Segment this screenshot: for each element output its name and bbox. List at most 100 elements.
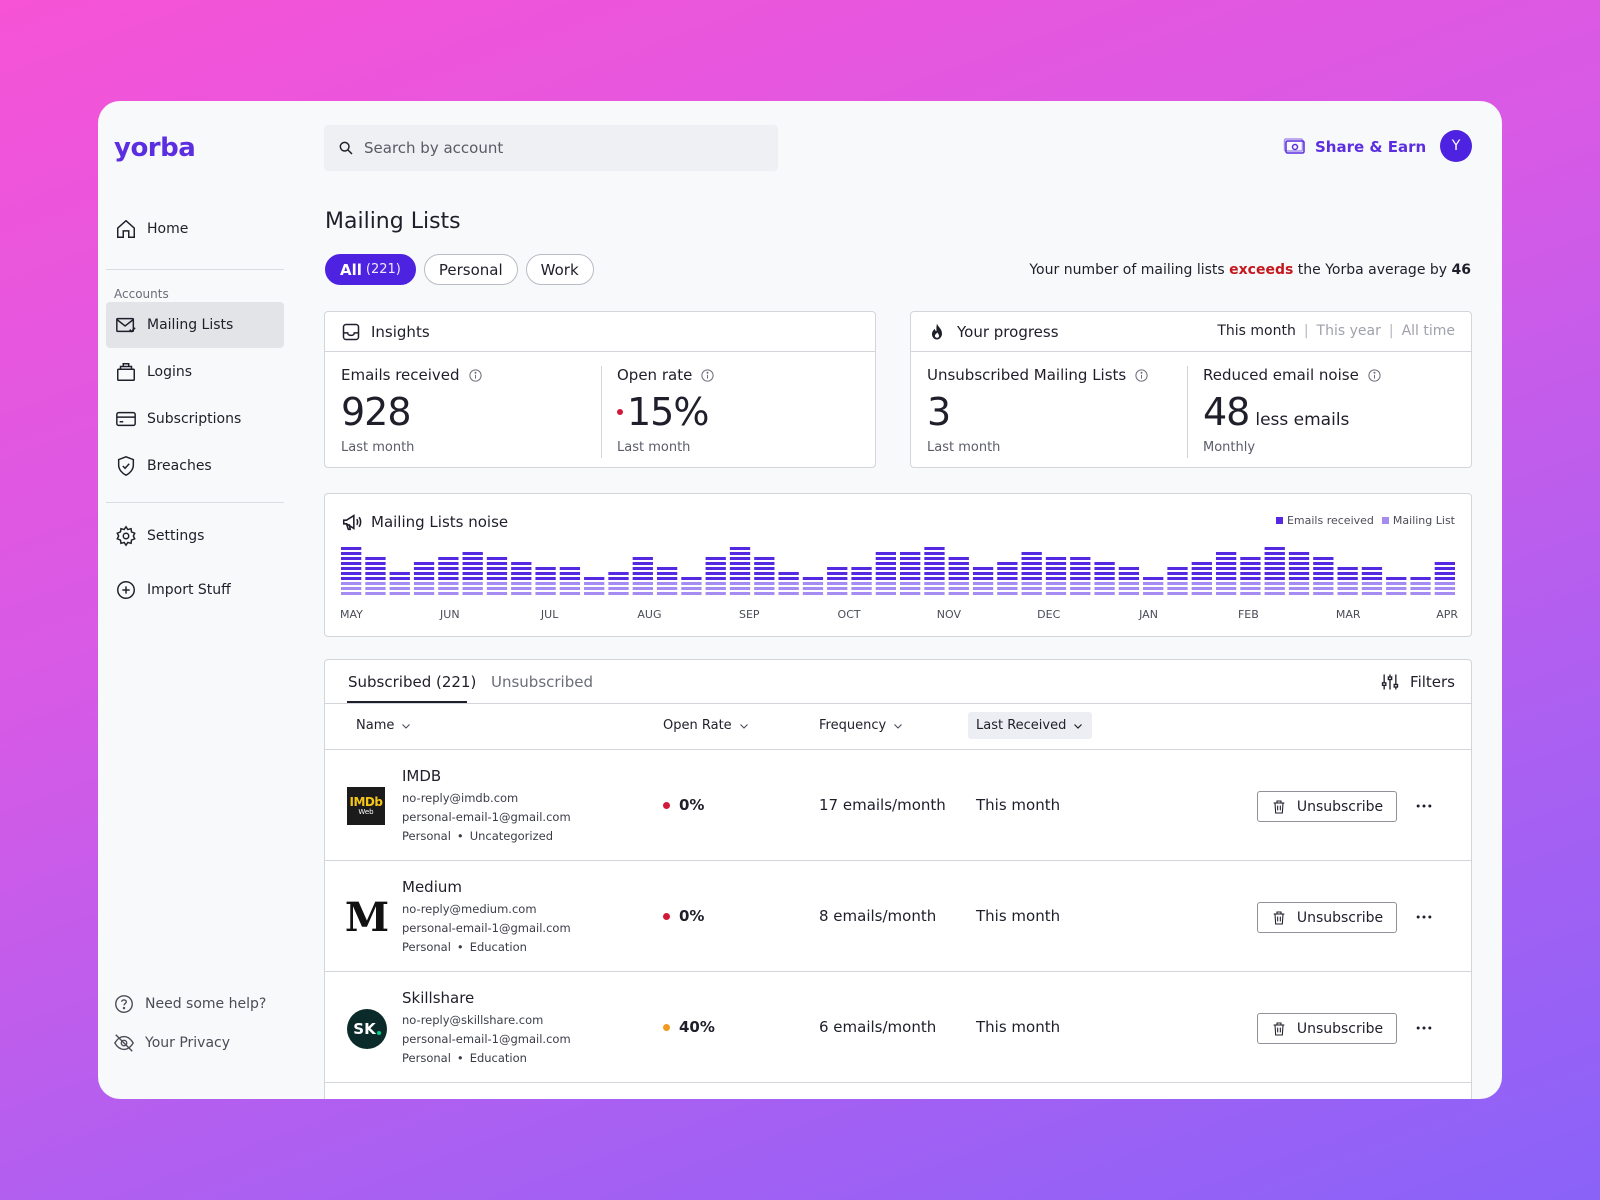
- chart-bar: [511, 562, 532, 595]
- row-frequency: 6 emails/month: [819, 1018, 937, 1036]
- chart-bar: [900, 552, 921, 595]
- chart-bar: [1410, 577, 1431, 595]
- chip-personal[interactable]: Personal: [423, 254, 518, 285]
- rate-value: 0%: [679, 796, 705, 814]
- chart-bar: [1045, 557, 1067, 595]
- chart-bar: [559, 567, 581, 595]
- app-logo[interactable]: yorba: [114, 133, 196, 163]
- stat-value: 15%: [627, 390, 709, 434]
- stat-sub: Monthly: [1203, 440, 1256, 455]
- more-options-icon[interactable]: [1413, 795, 1435, 817]
- stat-divider: [1187, 366, 1188, 458]
- share-earn-button[interactable]: Share & Earn: [1283, 135, 1426, 159]
- chart-bar: [924, 547, 945, 595]
- chevron-down-icon: [402, 723, 411, 729]
- flame-icon: [927, 322, 947, 342]
- privacy-link[interactable]: Your Privacy: [113, 1032, 230, 1054]
- avatar[interactable]: Y: [1440, 130, 1472, 162]
- x-tick-label: SEP: [739, 608, 760, 621]
- table-row[interactable]: SK Skillshare no-reply@skillshare.com pe…: [325, 973, 1471, 1083]
- sidebar-item-settings[interactable]: Settings: [106, 513, 284, 559]
- stat-divider: [601, 366, 602, 458]
- noise-bar-chart: MAY JUN JUL AUG SEP OCT NOV DEC JAN FEB MAR APR: [340, 547, 1458, 621]
- x-tick-label: JAN: [1138, 608, 1158, 621]
- info-icon[interactable]: [1367, 368, 1382, 383]
- unsubscribe-button[interactable]: Unsubscribe: [1257, 902, 1397, 933]
- help-icon: [113, 993, 135, 1015]
- notice-highlight: exceeds: [1229, 262, 1294, 278]
- row-tags: Personal • Education: [402, 940, 527, 954]
- period-switcher: This month | This year | All time: [1217, 323, 1455, 339]
- sidebar-item-home[interactable]: Home: [106, 206, 284, 252]
- info-icon[interactable]: [1134, 368, 1149, 383]
- search-input[interactable]: [364, 139, 744, 157]
- sidebar-item-label: Mailing Lists: [147, 317, 234, 333]
- money-icon: [1283, 138, 1305, 154]
- sidebar-item-logins[interactable]: Logins: [106, 349, 284, 395]
- unsubscribe-button[interactable]: Unsubscribe: [1257, 791, 1397, 822]
- column-frequency[interactable]: Frequency: [819, 718, 904, 733]
- period-all-time[interactable]: All time: [1401, 323, 1455, 339]
- sidebar-item-import[interactable]: Import Stuff: [106, 567, 284, 613]
- period-this-year[interactable]: This year: [1316, 323, 1381, 339]
- chart-bar: [656, 567, 678, 595]
- chart-bar: [608, 572, 629, 595]
- table-row[interactable]: M Medium no-reply@medium.com personal-em…: [325, 862, 1471, 972]
- row-name: Medium: [402, 878, 462, 896]
- row-open-rate: 40%: [663, 1018, 715, 1036]
- info-icon[interactable]: [468, 368, 483, 383]
- chip-work[interactable]: Work: [525, 254, 594, 285]
- gear-icon: [115, 525, 137, 547]
- sidebar-item-mailing-lists[interactable]: Mailing Lists: [106, 302, 284, 348]
- help-link[interactable]: Need some help?: [113, 993, 266, 1015]
- chart-bar: [1070, 557, 1091, 595]
- sidebar-item-label: Import Stuff: [147, 582, 231, 598]
- stat-unit: less emails: [1255, 410, 1350, 430]
- row-name: Skillshare: [402, 989, 475, 1007]
- chart-bar: [1434, 562, 1455, 595]
- period-this-month[interactable]: This month: [1217, 323, 1296, 339]
- x-tick-label: JUN: [439, 608, 460, 621]
- tab-subscribed[interactable]: Subscribed (221): [348, 673, 477, 691]
- sidebar-item-breaches[interactable]: Breaches: [106, 443, 284, 489]
- row-name: IMDB: [402, 767, 442, 785]
- active-tab-indicator: [347, 701, 467, 703]
- tab-unsubscribed[interactable]: Unsubscribed: [491, 673, 593, 691]
- more-options-icon[interactable]: [1413, 906, 1435, 928]
- notice-prefix: Your number of mailing lists: [1029, 262, 1225, 278]
- tag: Personal: [402, 1051, 451, 1065]
- chart-bar: [462, 552, 483, 595]
- search-bar[interactable]: [324, 125, 778, 171]
- filters-button[interactable]: Filters: [1380, 672, 1455, 692]
- sidebar-item-subscriptions[interactable]: Subscriptions: [106, 396, 284, 442]
- x-tick-label: JUL: [540, 608, 559, 621]
- column-last-received[interactable]: Last Received: [968, 712, 1093, 739]
- row-open-rate: 0%: [663, 796, 704, 814]
- info-icon[interactable]: [700, 368, 715, 383]
- search-icon: [339, 141, 353, 155]
- chip-all[interactable]: All (221): [325, 254, 416, 285]
- rate-value: 40%: [679, 1018, 715, 1036]
- sidebar-divider: [106, 269, 284, 270]
- unsubscribe-label: Unsubscribe: [1296, 798, 1384, 815]
- chart-bar: [632, 557, 653, 595]
- row-last-received: This month: [976, 907, 1061, 925]
- tag: Personal: [402, 829, 451, 843]
- column-name[interactable]: Name: [356, 718, 412, 733]
- sidebar-item-label: Settings: [147, 528, 205, 544]
- stat-label: Unsubscribed Mailing Lists: [927, 366, 1127, 384]
- row-sender: no-reply@skillshare.com: [402, 1013, 544, 1027]
- chart-bar: [851, 567, 872, 595]
- table-row[interactable]: IMDb Web IMDB no-reply@imdb.com personal…: [325, 751, 1471, 861]
- stat-value: 928: [341, 390, 412, 434]
- column-open-rate[interactable]: Open Rate: [663, 718, 750, 733]
- column-label: Name: [356, 718, 395, 733]
- logo-text: M: [344, 894, 390, 941]
- unsubscribe-button[interactable]: Unsubscribe: [1257, 1013, 1397, 1044]
- more-options-icon[interactable]: [1413, 1017, 1435, 1039]
- legend-emails: Emails received: [1275, 514, 1374, 527]
- rate-dot: [663, 912, 670, 920]
- chart-bar: [1313, 557, 1334, 595]
- chart-bar: [1167, 567, 1188, 595]
- stat-value: 48: [1203, 390, 1250, 434]
